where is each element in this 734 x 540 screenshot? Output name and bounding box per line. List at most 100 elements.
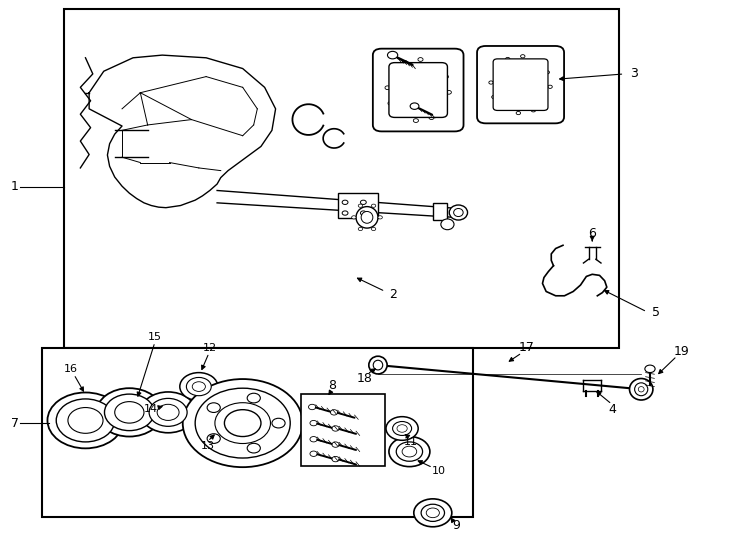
Circle shape [494,67,498,70]
Text: 3: 3 [630,68,638,80]
Circle shape [358,204,363,207]
Text: 11: 11 [404,437,418,447]
Text: 4: 4 [608,403,616,416]
Circle shape [378,216,382,219]
Circle shape [192,382,206,392]
Circle shape [506,57,510,60]
Text: 19: 19 [674,345,689,358]
Ellipse shape [373,360,382,370]
Circle shape [520,55,525,58]
Circle shape [388,102,393,105]
Circle shape [342,211,348,215]
Circle shape [397,425,407,432]
Circle shape [396,442,423,461]
Bar [64,9,619,348]
Circle shape [48,393,123,448]
Circle shape [247,393,261,403]
Circle shape [426,508,440,518]
Circle shape [433,63,438,66]
FancyBboxPatch shape [477,46,564,123]
Text: 7: 7 [10,416,18,430]
Circle shape [402,60,407,64]
Circle shape [57,399,115,442]
Circle shape [414,499,452,527]
Ellipse shape [368,356,387,374]
Text: 1: 1 [10,180,18,193]
Text: 10: 10 [432,467,446,476]
Circle shape [531,109,536,112]
Circle shape [489,81,493,84]
Circle shape [371,227,376,231]
Circle shape [215,403,270,443]
Circle shape [332,426,339,431]
Circle shape [388,51,398,59]
Bar [42,348,473,517]
Circle shape [545,71,550,74]
Circle shape [441,105,446,109]
Circle shape [516,111,520,114]
Circle shape [195,388,290,458]
Ellipse shape [639,387,644,392]
Circle shape [207,403,220,413]
Circle shape [310,436,317,442]
Text: 14: 14 [144,403,159,414]
Circle shape [421,504,445,522]
Text: 15: 15 [148,332,162,342]
Ellipse shape [441,219,454,230]
Circle shape [443,75,448,79]
Circle shape [418,58,423,62]
Circle shape [360,211,366,215]
Circle shape [310,421,317,426]
Circle shape [535,59,539,63]
Circle shape [645,365,655,373]
Circle shape [342,200,348,205]
Circle shape [413,119,418,123]
Circle shape [371,204,376,207]
Ellipse shape [635,383,648,396]
Circle shape [157,404,179,421]
Circle shape [352,216,356,219]
Ellipse shape [361,212,373,223]
Circle shape [548,85,552,89]
Ellipse shape [630,379,653,400]
Circle shape [115,402,144,423]
Circle shape [183,379,302,467]
Circle shape [272,418,285,428]
Text: 2: 2 [389,288,396,301]
Circle shape [149,399,187,427]
Circle shape [386,417,418,440]
Circle shape [308,404,316,410]
Circle shape [390,71,396,75]
Circle shape [96,388,162,436]
Circle shape [358,227,363,231]
Circle shape [410,103,419,110]
Text: 17: 17 [518,341,534,354]
Circle shape [492,96,496,99]
Circle shape [446,90,451,94]
Text: 8: 8 [328,379,336,392]
Circle shape [186,377,211,396]
Text: 9: 9 [453,519,460,532]
Text: 6: 6 [588,227,596,240]
Circle shape [402,446,417,457]
Circle shape [180,373,218,401]
Circle shape [429,116,434,119]
Text: 16: 16 [64,364,78,374]
FancyBboxPatch shape [373,49,464,131]
Polygon shape [89,55,275,208]
Circle shape [310,451,317,456]
Bar [433,204,448,219]
Circle shape [247,443,261,453]
Ellipse shape [454,208,463,217]
Text: 12: 12 [203,343,217,353]
Bar [338,193,378,218]
Circle shape [543,99,548,102]
Circle shape [140,392,196,433]
Circle shape [385,86,390,90]
Ellipse shape [449,205,468,220]
Text: 13: 13 [200,441,214,451]
Text: 18: 18 [357,372,373,385]
Circle shape [104,394,154,430]
Circle shape [389,436,430,467]
Text: 5: 5 [652,307,660,320]
